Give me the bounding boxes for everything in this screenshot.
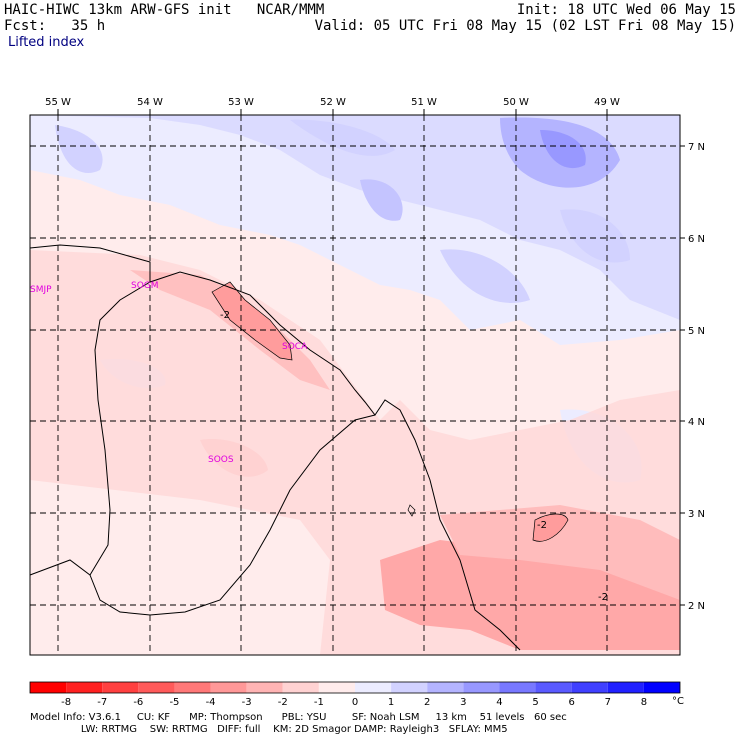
lat-label: 2 N [688, 601, 705, 612]
colorbar-swatch [174, 682, 211, 693]
colorbar-tick-label: 0 [352, 697, 358, 708]
lon-label: 50 W [503, 97, 529, 108]
colorbar-unit: °C [672, 696, 684, 707]
colorbar-swatch [571, 682, 608, 693]
colorbar-swatch [66, 682, 103, 693]
contour-line-small [407, 504, 416, 517]
colorbar-swatch [463, 682, 500, 693]
lon-label: 51 W [411, 97, 437, 108]
colorbar-ticks: -8 -7 -6 -5 -4 -3 -2 -1 0 1 2 3 4 5 6 7 8 [61, 697, 647, 708]
colorbar-tick-label: 1 [388, 697, 394, 708]
lat-label: 7 N [688, 142, 705, 153]
lon-labels: 55 W 54 W 53 W 52 W 51 W 50 W 49 W [45, 97, 620, 115]
colorbar-swatch [138, 682, 175, 693]
colorbar-swatch [282, 682, 319, 693]
colorbar-tick-label: 7 [605, 697, 611, 708]
lon-label: 49 W [594, 97, 620, 108]
colorbar-tick-label: -4 [206, 697, 216, 708]
latlon-grid [30, 115, 680, 655]
colorbar-tick-label: 5 [532, 697, 538, 708]
stable-patch-west [55, 125, 103, 173]
contour-label-east: -2 [537, 520, 547, 531]
colorbar-swatch [427, 682, 464, 693]
lon-label: 54 W [137, 97, 163, 108]
unstable-cell-east [533, 514, 568, 542]
colorbar-tick-label: 8 [641, 697, 647, 708]
colorbar-swatch [210, 682, 247, 693]
lon-label: 55 W [45, 97, 71, 108]
station-soos: SOOS [208, 455, 234, 465]
map-frame [29, 114, 681, 656]
colorbar-swatch [318, 682, 355, 693]
init-time: Init: 18 UTC Wed 06 May 15 [516, 2, 736, 18]
stable-patch-far-east [560, 209, 630, 263]
colorbar-tick-label: 3 [460, 697, 466, 708]
header-title: HAIC-HIWC 13km ARW-GFS init NCAR/MMM [4, 2, 325, 18]
header-right: Init: 18 UTC Wed 06 May 15 Valid: 05 UTC… [315, 2, 736, 34]
colorbar-tick-label: -2 [278, 697, 288, 708]
colorbar-tick-label: 4 [496, 697, 502, 708]
colorbar-swatch [535, 682, 572, 693]
lat-label: 5 N [688, 326, 705, 337]
colorbar-swatch [607, 682, 644, 693]
border-south [89, 414, 376, 616]
stable-patch-east [440, 249, 530, 303]
colorbar-swatch [643, 682, 680, 693]
colorbar-tick-label: -3 [242, 697, 252, 708]
field-name: Lifted index [8, 35, 85, 50]
weak-unstable-south [30, 480, 330, 655]
unstable-cell-coast [212, 282, 292, 360]
colorbar-swatch [499, 682, 536, 693]
border-west [29, 281, 151, 576]
contour-label-coast: -2 [220, 310, 230, 321]
stable-patch-center [360, 179, 403, 221]
station-smjp: SMJP [30, 285, 52, 295]
colorbar-tick-label: -1 [314, 697, 324, 708]
lat-label: 4 N [688, 417, 705, 428]
colorbar-tick-label: -6 [133, 697, 143, 708]
colorbar-swatch [246, 682, 283, 693]
colorbar-frame [29, 681, 681, 694]
colorbar-tick-label: 2 [424, 697, 430, 708]
lon-label: 52 W [320, 97, 346, 108]
stable-patch-north [290, 119, 395, 156]
contour-line-east [532, 513, 569, 542]
colorbar-tick-label: -8 [61, 697, 71, 708]
lon-label: 53 W [228, 97, 254, 108]
contour-label-south: -2 [598, 592, 608, 603]
unstable-patch-soos [200, 439, 268, 477]
colorbar-tick-label: -7 [97, 697, 107, 708]
station-sogm: SOGM [131, 281, 159, 291]
lat-label: 3 N [688, 509, 705, 520]
colorbar-swatch [391, 682, 428, 693]
colorbar-tick-label: -5 [169, 697, 179, 708]
lat-labels: 7 N 6 N 5 N 4 N 3 N 2 N [680, 142, 705, 612]
colorbar-swatch [30, 682, 67, 693]
footer-line-1: Model Info: V3.6.1 CU: KF MP: Thompson P… [30, 712, 567, 723]
colorbar [29, 681, 681, 694]
colorbar-tick-label: 6 [568, 697, 574, 708]
forecast-hour: Fcst: 35 h [4, 18, 106, 34]
unstable-coast-band [130, 270, 330, 390]
header-left: HAIC-HIWC 13km ARW-GFS init NCAR/MMM Fcs… [4, 2, 324, 34]
station-soca: SOCA [282, 342, 308, 352]
colorbar-swatch [355, 682, 392, 693]
stable-core-max [540, 130, 586, 169]
colorbar-swatch [102, 682, 139, 693]
footer-line-2: LW: RRTMG SW: RRTMG DIFF: full KM: 2D Sm… [30, 724, 508, 735]
lat-label: 6 N [688, 234, 705, 245]
unstable-band-south [440, 505, 680, 600]
valid-time: Valid: 05 UTC Fri 08 May 15 (02 LST Fri … [314, 18, 736, 34]
